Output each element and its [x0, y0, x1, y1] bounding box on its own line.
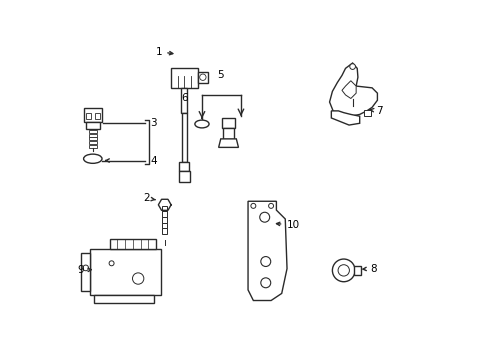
- Circle shape: [82, 265, 88, 271]
- Polygon shape: [247, 201, 286, 301]
- Circle shape: [259, 212, 269, 222]
- Text: 6: 6: [181, 94, 187, 103]
- Bar: [89, 137, 97, 140]
- Bar: [85, 122, 100, 129]
- Polygon shape: [341, 81, 355, 99]
- Polygon shape: [329, 63, 377, 116]
- Bar: [364, 110, 370, 116]
- Circle shape: [349, 64, 355, 69]
- Bar: [89, 145, 97, 148]
- Text: 7: 7: [369, 106, 382, 116]
- Bar: [162, 228, 167, 234]
- Circle shape: [260, 278, 270, 288]
- Circle shape: [332, 259, 354, 282]
- Bar: [181, 88, 187, 113]
- Text: 5: 5: [217, 70, 224, 80]
- Bar: [162, 217, 167, 222]
- Bar: [222, 118, 235, 127]
- Bar: [171, 68, 197, 88]
- Bar: [81, 253, 90, 291]
- Bar: [162, 222, 167, 228]
- Bar: [89, 134, 97, 137]
- Polygon shape: [218, 139, 238, 147]
- Circle shape: [109, 261, 114, 266]
- Bar: [182, 113, 186, 162]
- Ellipse shape: [83, 154, 102, 163]
- Polygon shape: [94, 295, 154, 303]
- Bar: [223, 127, 233, 139]
- Polygon shape: [158, 199, 171, 210]
- Bar: [110, 239, 156, 249]
- Bar: [353, 266, 361, 275]
- Bar: [162, 206, 167, 211]
- Text: 9: 9: [78, 265, 91, 275]
- Bar: [90, 249, 161, 295]
- Polygon shape: [331, 111, 359, 125]
- Bar: [179, 171, 189, 182]
- Text: 2: 2: [143, 193, 155, 203]
- Circle shape: [250, 203, 255, 208]
- Bar: [179, 162, 189, 171]
- Ellipse shape: [195, 120, 209, 128]
- Text: 4: 4: [150, 156, 157, 166]
- Bar: [86, 113, 91, 120]
- Circle shape: [260, 257, 270, 266]
- Circle shape: [337, 265, 349, 276]
- Circle shape: [132, 273, 143, 284]
- Circle shape: [199, 74, 205, 80]
- Circle shape: [268, 203, 273, 208]
- Bar: [84, 108, 102, 122]
- Bar: [89, 141, 97, 144]
- Text: 10: 10: [276, 220, 299, 230]
- Bar: [197, 72, 208, 82]
- Text: 3: 3: [150, 118, 157, 128]
- Bar: [95, 113, 100, 120]
- Bar: [162, 211, 167, 217]
- Bar: [89, 130, 97, 133]
- Text: 8: 8: [362, 264, 376, 274]
- Text: 1: 1: [155, 47, 173, 57]
